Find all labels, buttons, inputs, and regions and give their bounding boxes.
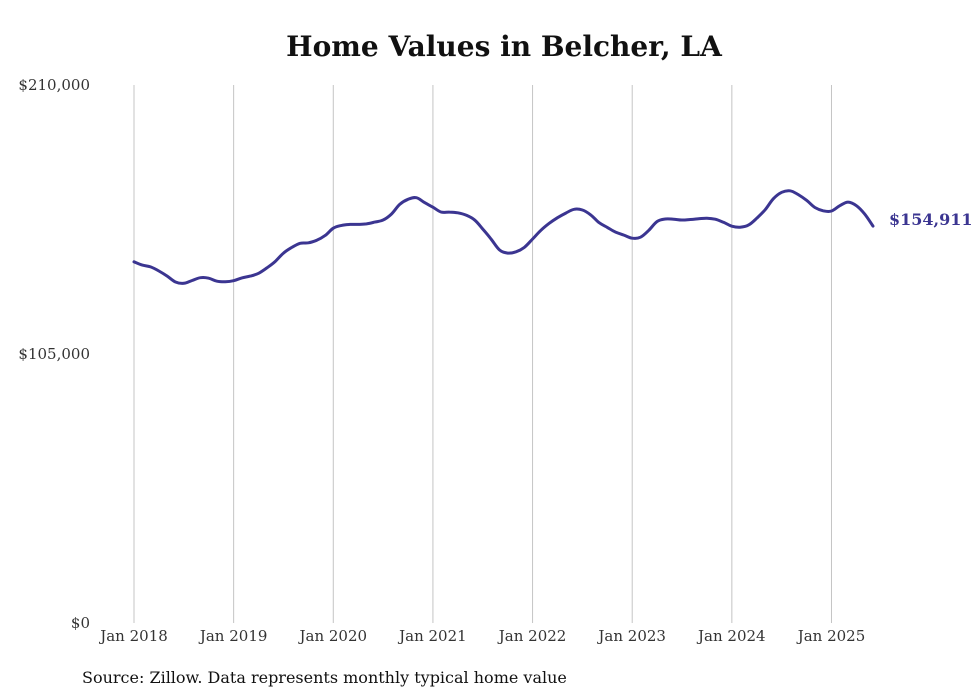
annotations: $154,911: [889, 210, 973, 229]
x-tick-label: Jan 2025: [796, 627, 866, 645]
x-tick-label: Jan 2018: [98, 627, 168, 645]
y-axis-ticks: $0 $105,000 $210,000: [18, 76, 90, 632]
y-tick-label: $105,000: [18, 345, 90, 363]
end-value-label: $154,911: [889, 210, 973, 229]
gridlines: [133, 85, 832, 623]
series-layer: [132, 189, 875, 285]
x-tick-label: Jan 2024: [696, 627, 766, 645]
y-tick-label: $0: [71, 614, 90, 632]
x-tick-label: Jan 2019: [198, 627, 268, 645]
chart-title: Home Values in Belcher, LA: [286, 30, 722, 63]
source-note: Source: Zillow. Data represents monthly …: [82, 668, 567, 687]
x-tick-label: Jan 2020: [297, 627, 367, 645]
x-tick-label: Jan 2023: [596, 627, 666, 645]
x-axis-ticks: Jan 2018 Jan 2019 Jan 2020 Jan 2021 Jan 2022…: [98, 627, 865, 645]
series-line: [132, 189, 875, 285]
x-tick-label: Jan 2022: [497, 627, 567, 645]
y-tick-label: $210,000: [18, 76, 90, 94]
line-chart: $0$105,000$210,000 Jan 2018 Jan 2019 Jan 2…: [18, 76, 973, 645]
x-tick-label: Jan 2021: [397, 627, 467, 645]
